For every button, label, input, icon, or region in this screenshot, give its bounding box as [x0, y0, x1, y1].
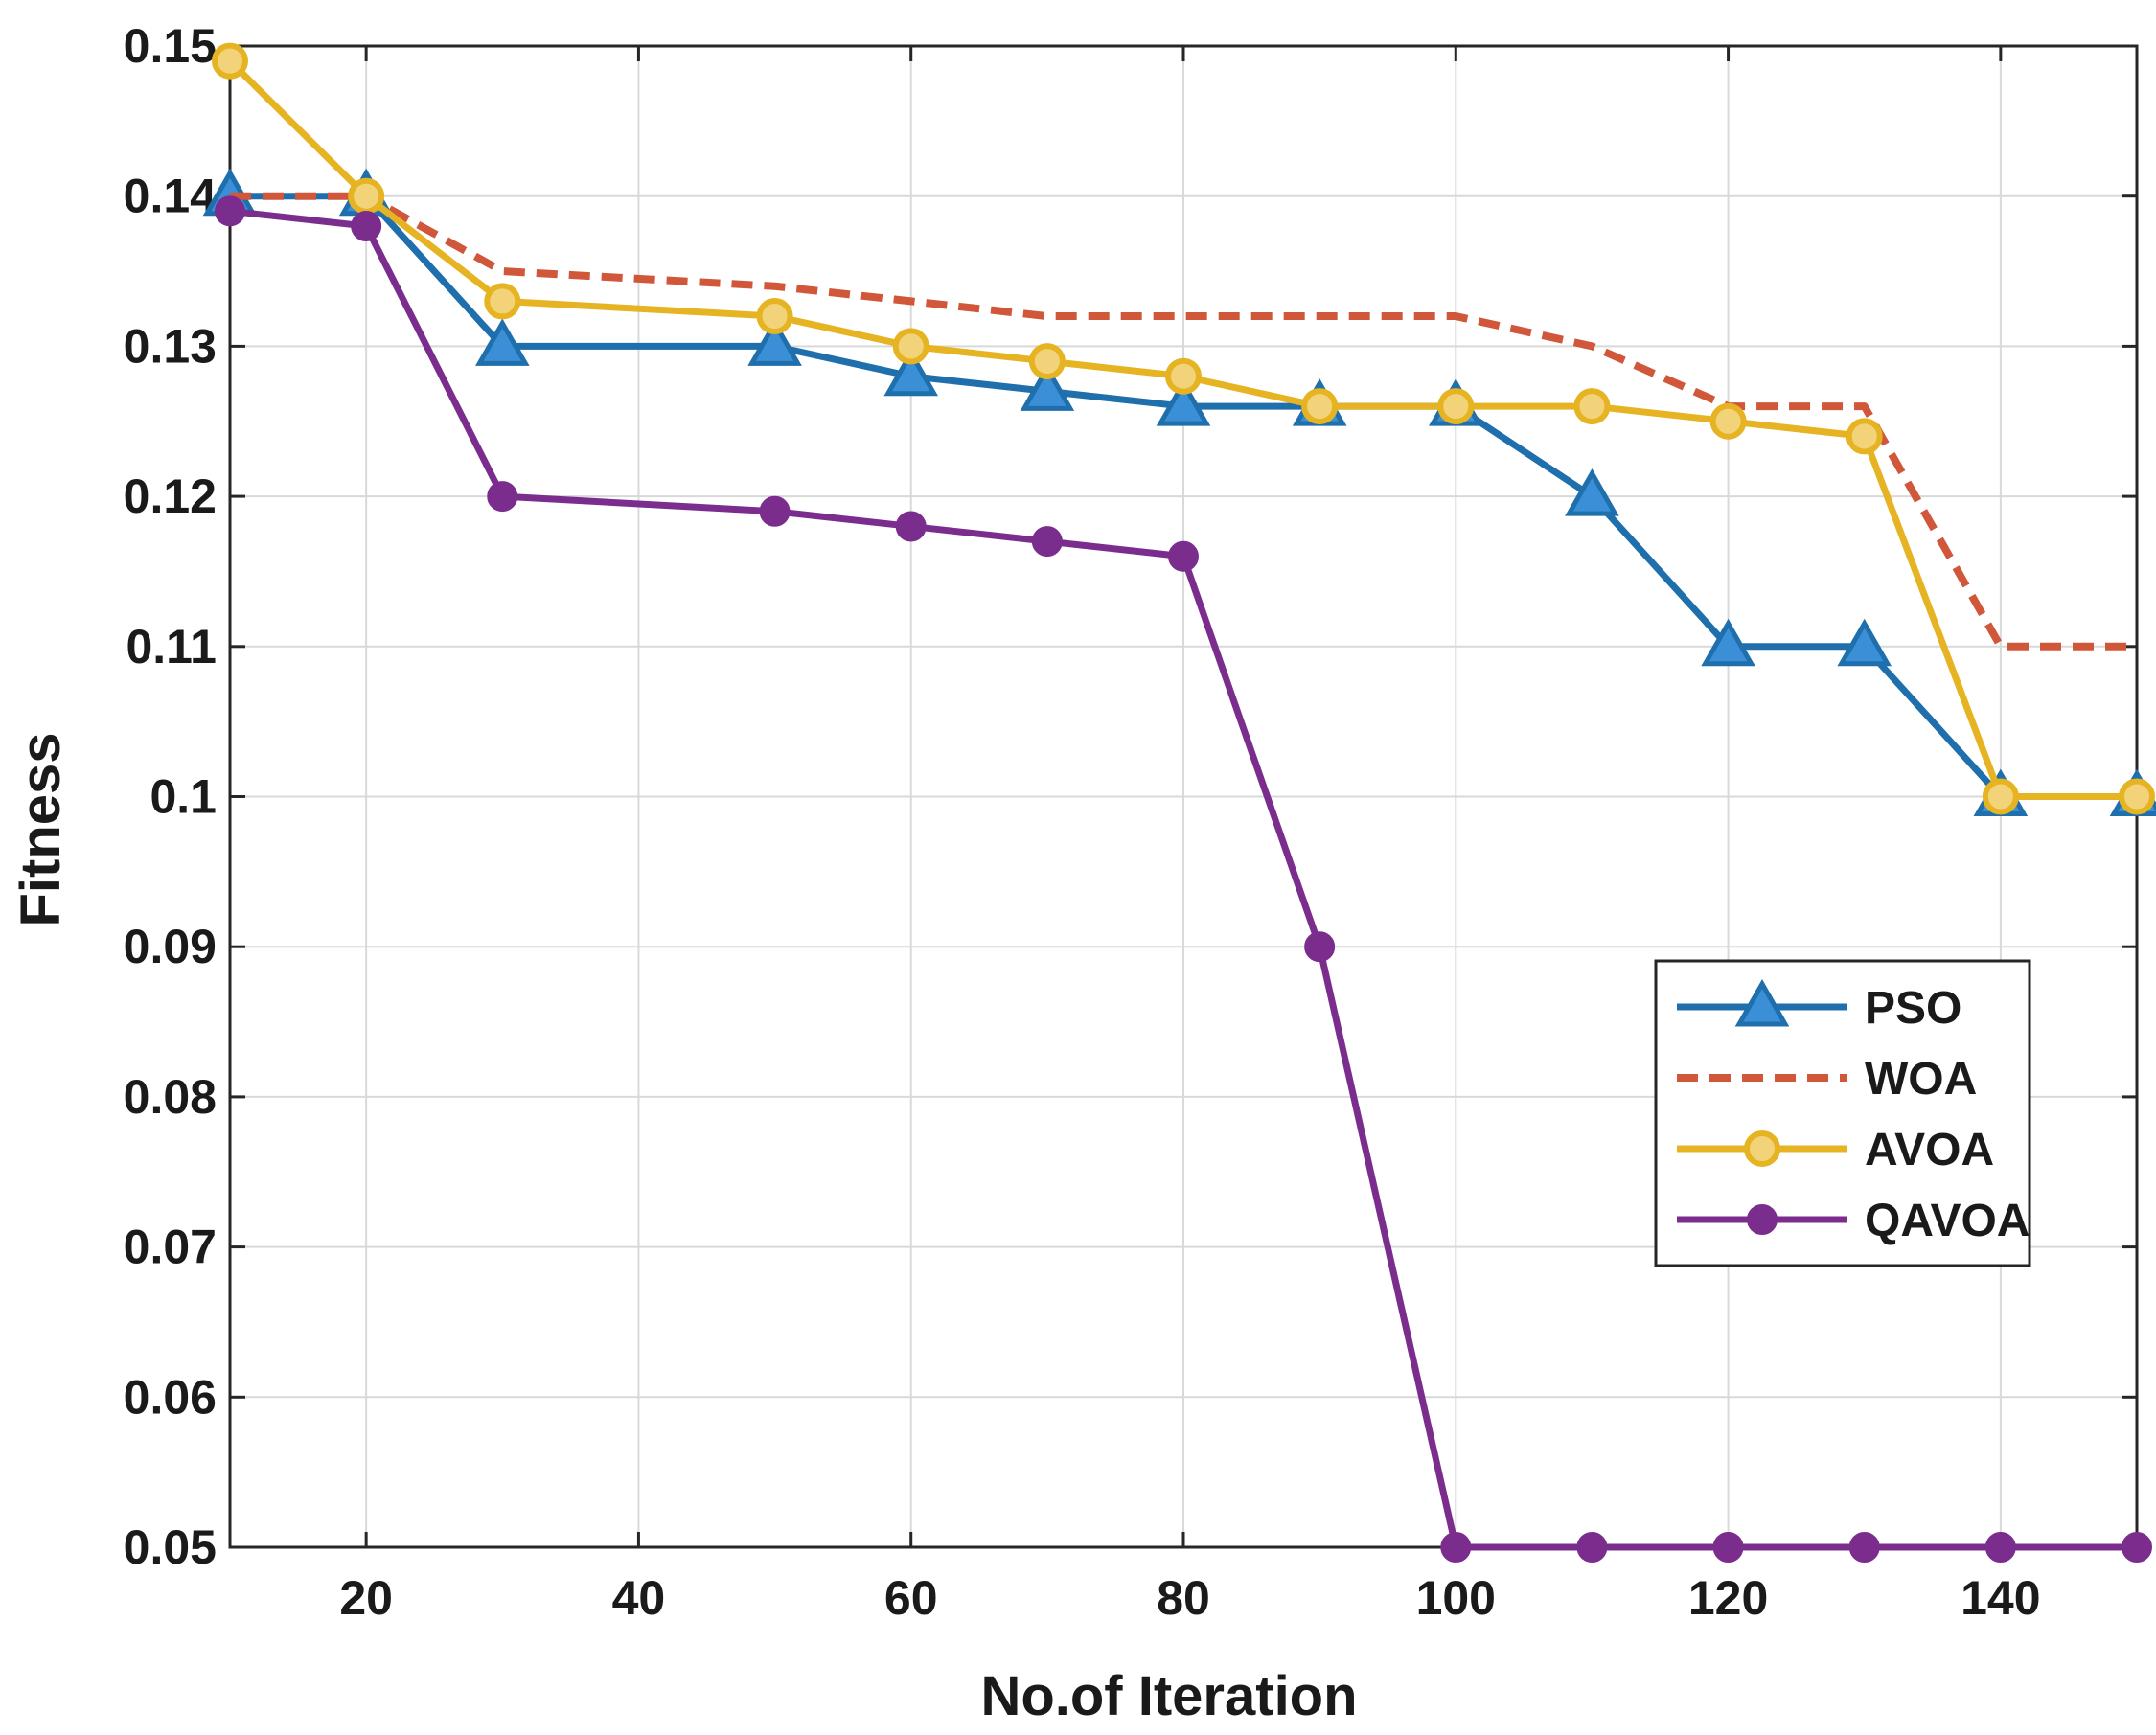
data-point-qavoa: [1168, 540, 1199, 572]
data-point-avoa: [756, 298, 793, 335]
data-point-avoa: [1165, 357, 1202, 395]
legend-marker-pso: [1734, 978, 1790, 1027]
data-point-pso: [1156, 378, 1211, 426]
x-tick-label: 120: [1688, 1571, 1768, 1625]
legend-item-qavoa: QAVOA: [1677, 1196, 2030, 1246]
data-point-qavoa: [1712, 1532, 1744, 1563]
data-point-pso: [1020, 363, 1075, 411]
data-point-qavoa: [759, 495, 791, 527]
y-tick-label: 0.07: [124, 1221, 217, 1274]
series-line-pso: [230, 193, 2137, 800]
data-point-qavoa: [1984, 1532, 2016, 1563]
y-tick-label: 0.06: [124, 1370, 217, 1424]
data-point-avoa: [348, 177, 385, 215]
x-tick-label: 80: [1157, 1571, 1210, 1625]
data-point-avoa: [212, 42, 248, 80]
data-point-qavoa: [351, 211, 382, 242]
series-line-avoa: [227, 58, 2137, 800]
data-point-avoa: [484, 283, 521, 320]
legend-box: [1654, 959, 2031, 1267]
legend-marker-qavoa: [1747, 1204, 1778, 1235]
data-point-pso: [474, 318, 530, 366]
y-tick-label: 0.14: [124, 170, 218, 223]
legend-label-qavoa: QAVOA: [1865, 1196, 2030, 1246]
data-point-pso: [883, 348, 939, 397]
series-line-qavoa: [229, 207, 2137, 1551]
data-point-qavoa: [1304, 931, 1336, 963]
x-axis-label: No.of Iteration: [980, 1665, 1357, 1727]
data-point-qavoa: [215, 195, 245, 227]
x-tick-label: 20: [339, 1571, 393, 1625]
axes: 20 40 60 80 100 120 140 0.05 0.06 0.07 0.08 0.09 0.1…: [124, 19, 2139, 1625]
y-tick-label: 0.1: [149, 770, 217, 824]
y-tick-label: 0.08: [124, 1070, 217, 1124]
data-point-avoa: [1437, 388, 1475, 425]
data-point-qavoa: [487, 481, 518, 513]
legend-item-woa: WOA: [1677, 1054, 1977, 1105]
x-tick-label: 100: [1416, 1571, 1496, 1625]
data-point-avoa: [1709, 402, 1747, 440]
data-point-pso: [1565, 468, 1619, 516]
data-point-pso: [1837, 618, 1892, 667]
data-point-avoa: [1846, 418, 1883, 455]
series-group: [202, 42, 2156, 1563]
y-axis-label: Fitness: [10, 732, 72, 926]
data-point-avoa: [1028, 343, 1066, 380]
legend-label-woa: WOA: [1865, 1054, 1977, 1105]
x-tick-label: 40: [612, 1571, 666, 1625]
series-qavoa: [215, 195, 2152, 1563]
data-point-avoa: [2119, 778, 2155, 815]
series-woa: [230, 192, 2137, 651]
legend: PSO WOA AVOA QAVOA: [1654, 959, 2031, 1267]
series-line-woa: [230, 192, 2137, 651]
series-avoa: [212, 42, 2155, 815]
y-tick-label: 0.13: [124, 319, 217, 373]
data-point-qavoa: [1031, 526, 1063, 558]
data-point-qavoa: [2122, 1532, 2152, 1563]
x-tick-label: 140: [1961, 1571, 2040, 1625]
legend-item-avoa: AVOA: [1677, 1125, 1994, 1176]
data-point-qavoa: [1576, 1532, 1608, 1563]
legend-label-avoa: AVOA: [1865, 1125, 1994, 1176]
data-point-pso: [1701, 618, 1755, 667]
data-point-qavoa: [1440, 1532, 1472, 1563]
data-point-avoa: [1982, 778, 2019, 815]
y-tick-label: 0.12: [124, 469, 217, 523]
y-tick-label: 0.15: [124, 19, 217, 73]
data-point-pso: [747, 318, 802, 366]
data-point-avoa: [892, 328, 929, 365]
x-tick-label: 60: [884, 1571, 938, 1625]
data-point-avoa: [1301, 388, 1339, 425]
y-tick-label: 0.09: [124, 920, 217, 973]
data-point-qavoa: [895, 511, 927, 542]
legend-item-pso: PSO: [1677, 978, 1961, 1034]
data-point-qavoa: [1848, 1532, 1880, 1563]
y-tick-label: 0.11: [126, 620, 217, 673]
legend-marker-avoa: [1744, 1130, 1780, 1167]
y-tick-label: 0.05: [124, 1520, 217, 1574]
legend-label-pso: PSO: [1865, 983, 1961, 1034]
data-point-avoa: [1573, 388, 1611, 425]
